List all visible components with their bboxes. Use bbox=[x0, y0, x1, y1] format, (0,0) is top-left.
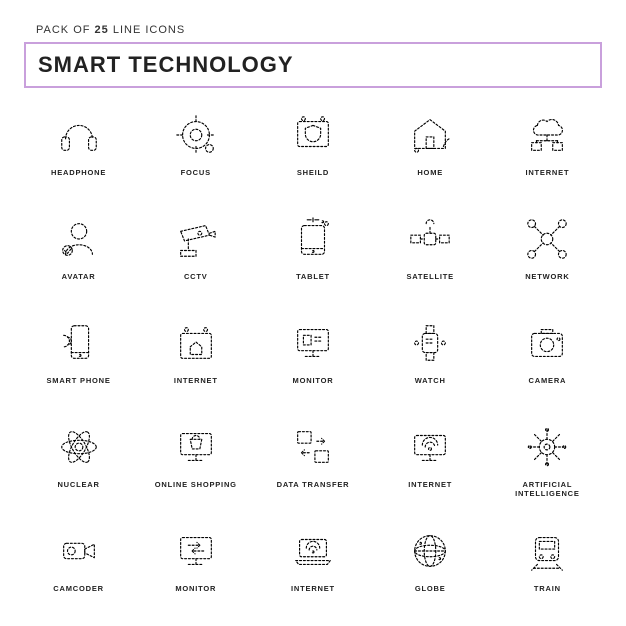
icon-cell-avatar: AVATAR bbox=[24, 210, 133, 308]
nuclear-icon bbox=[50, 418, 108, 476]
title-box: SMART TECHNOLOGY bbox=[24, 42, 602, 88]
icon-label: GLOBE bbox=[415, 584, 446, 593]
train-icon bbox=[518, 522, 576, 580]
pack-count: 25 bbox=[95, 24, 109, 36]
icon-label: INTERNET bbox=[408, 480, 452, 489]
internet-laptop-icon bbox=[284, 522, 342, 580]
headphone-icon bbox=[50, 106, 108, 164]
icon-label: NETWORK bbox=[525, 272, 569, 281]
internet-monitor-icon bbox=[401, 418, 459, 476]
icon-label: MONITOR bbox=[175, 584, 216, 593]
icon-label: NUCLEAR bbox=[57, 480, 99, 489]
icon-cell-camcoder: CAMCODER bbox=[24, 522, 133, 620]
sheild-icon bbox=[284, 106, 342, 164]
icon-grid: HEADPHONE FOCUS SHEILD HOME INTERNET AVATAR CC… bbox=[24, 106, 602, 620]
tablet-icon bbox=[284, 210, 342, 268]
icon-label: INTERNET bbox=[291, 584, 335, 593]
icon-label: HOME bbox=[417, 168, 443, 177]
data-transfer-icon bbox=[284, 418, 342, 476]
icon-cell-nuclear: NUCLEAR bbox=[24, 418, 133, 516]
camera-icon bbox=[518, 314, 576, 372]
icon-label: FOCUS bbox=[181, 168, 211, 177]
icon-cell-online-shopping: ONLINE SHOPPING bbox=[141, 418, 250, 516]
icon-cell-watch: WATCH bbox=[376, 314, 485, 412]
icon-label: INTERNET bbox=[525, 168, 569, 177]
icon-label: TRAIN bbox=[534, 584, 561, 593]
smart-phone-icon bbox=[50, 314, 108, 372]
icon-cell-internet-laptop: INTERNET bbox=[258, 522, 367, 620]
network-icon bbox=[518, 210, 576, 268]
icon-label: TABLET bbox=[296, 272, 330, 281]
online-shopping-icon bbox=[167, 418, 225, 476]
icon-cell-focus: FOCUS bbox=[141, 106, 250, 204]
internet-house-icon bbox=[167, 314, 225, 372]
globe-icon bbox=[401, 522, 459, 580]
icon-label: ONLINE SHOPPING bbox=[155, 480, 237, 489]
watch-icon bbox=[401, 314, 459, 372]
icon-label: INTERNET bbox=[174, 376, 218, 385]
icon-cell-globe: GLOBE bbox=[376, 522, 485, 620]
home-icon bbox=[401, 106, 459, 164]
icon-label: SATELLITE bbox=[406, 272, 453, 281]
icon-label: MONITOR bbox=[293, 376, 334, 385]
internet-cloud-icon bbox=[518, 106, 576, 164]
camcoder-icon bbox=[50, 522, 108, 580]
pack-prefix: PACK OF bbox=[36, 24, 90, 36]
icon-cell-ai: ARTIFICIAL INTELLIGENCE bbox=[493, 418, 602, 516]
focus-icon bbox=[167, 106, 225, 164]
icon-cell-tablet: TABLET bbox=[258, 210, 367, 308]
icon-label: ARTIFICIAL INTELLIGENCE bbox=[493, 480, 602, 498]
icon-label: SMART PHONE bbox=[46, 376, 110, 385]
icon-cell-smart-phone: SMART PHONE bbox=[24, 314, 133, 412]
satellite-icon bbox=[401, 210, 459, 268]
page-title: SMART TECHNOLOGY bbox=[38, 52, 588, 78]
icon-label: CCTV bbox=[184, 272, 208, 281]
icon-cell-internet-monitor: INTERNET bbox=[376, 418, 485, 516]
icon-cell-headphone: HEADPHONE bbox=[24, 106, 133, 204]
icon-label: WATCH bbox=[415, 376, 446, 385]
icon-label: DATA TRANSFER bbox=[277, 480, 350, 489]
icon-cell-cctv: CCTV bbox=[141, 210, 250, 308]
monitor-arrows-icon bbox=[167, 522, 225, 580]
icon-cell-home: HOME bbox=[376, 106, 485, 204]
monitor-icon bbox=[284, 314, 342, 372]
icon-cell-sheild: SHEILD bbox=[258, 106, 367, 204]
icon-label: CAMERA bbox=[529, 376, 567, 385]
pack-suffix: LINE ICONS bbox=[113, 24, 185, 36]
icon-cell-monitor: MONITOR bbox=[258, 314, 367, 412]
icon-cell-network: NETWORK bbox=[493, 210, 602, 308]
pack-label: PACK OF 25 LINE ICONS bbox=[24, 24, 602, 36]
icon-label: AVATAR bbox=[62, 272, 96, 281]
avatar-icon bbox=[50, 210, 108, 268]
ai-icon bbox=[518, 418, 576, 476]
cctv-icon bbox=[167, 210, 225, 268]
icon-cell-train: TRAIN bbox=[493, 522, 602, 620]
icon-cell-camera: CAMERA bbox=[493, 314, 602, 412]
icon-cell-internet-cloud: INTERNET bbox=[493, 106, 602, 204]
icon-cell-monitor-arrows: MONITOR bbox=[141, 522, 250, 620]
icon-label: SHEILD bbox=[297, 168, 329, 177]
header: PACK OF 25 LINE ICONS SMART TECHNOLOGY bbox=[24, 24, 602, 88]
icon-label: HEADPHONE bbox=[51, 168, 106, 177]
icon-cell-internet-house: INTERNET bbox=[141, 314, 250, 412]
icon-label: CAMCODER bbox=[53, 584, 104, 593]
icon-cell-data-transfer: DATA TRANSFER bbox=[258, 418, 367, 516]
icon-cell-satellite: SATELLITE bbox=[376, 210, 485, 308]
